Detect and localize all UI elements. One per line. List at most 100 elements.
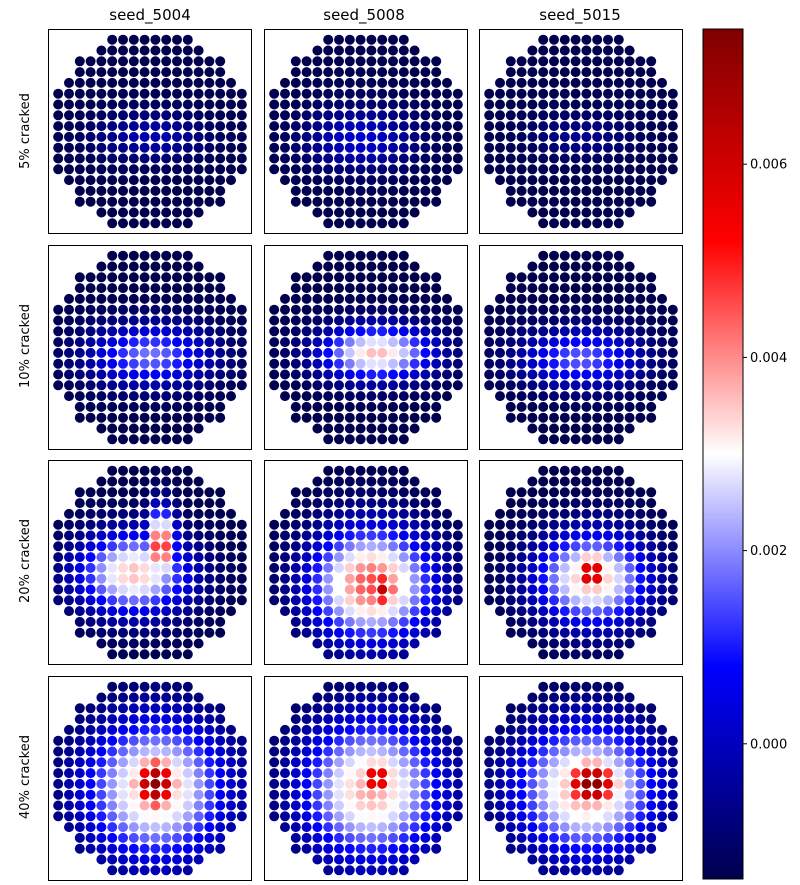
data-point (442, 519, 452, 530)
data-point (107, 250, 118, 261)
data-point (420, 88, 431, 99)
data-point (290, 77, 301, 88)
data-point (161, 854, 172, 865)
data-point (204, 724, 215, 735)
data-point (128, 56, 139, 67)
data-point (53, 552, 64, 563)
data-point (570, 218, 581, 229)
data-point (280, 800, 290, 811)
data-point (388, 638, 398, 649)
data-point (420, 337, 431, 348)
data-point (128, 412, 139, 423)
data-point (182, 822, 193, 833)
data-point (226, 800, 236, 811)
data-point (107, 207, 118, 218)
data-point (323, 401, 334, 412)
data-point (559, 261, 570, 272)
data-point (355, 99, 366, 110)
data-point (280, 530, 290, 541)
data-point (570, 854, 581, 865)
data-point (182, 768, 193, 779)
data-point (624, 207, 635, 218)
data-point (118, 110, 128, 121)
data-point (139, 714, 150, 725)
data-point (398, 649, 409, 660)
data-point (323, 703, 334, 714)
data-point (388, 584, 398, 595)
data-point (323, 164, 334, 175)
data-point (613, 99, 624, 110)
data-point (527, 800, 538, 811)
data-point (139, 595, 150, 606)
data-point (592, 714, 603, 725)
data-point (516, 283, 527, 294)
data-point (280, 369, 290, 380)
data-point (613, 822, 624, 833)
data-point (635, 768, 646, 779)
data-point (559, 347, 570, 358)
data-point (549, 337, 559, 348)
data-point (64, 380, 74, 391)
data-point (377, 401, 388, 412)
data-point (150, 822, 161, 833)
data-point (366, 131, 377, 142)
data-point (484, 562, 495, 573)
data-point (570, 573, 581, 584)
data-point (366, 56, 377, 67)
data-point (139, 110, 150, 121)
data-point (150, 627, 161, 638)
data-point (128, 519, 139, 530)
data-point (409, 304, 420, 315)
data-point (323, 649, 334, 660)
data-point (53, 88, 64, 99)
data-point (355, 465, 366, 476)
data-point (527, 757, 538, 768)
data-point (549, 498, 559, 509)
data-point (516, 121, 527, 132)
data-point (334, 88, 344, 99)
data-point (442, 315, 452, 326)
data-point (280, 293, 290, 304)
data-point (193, 541, 204, 552)
data-point (150, 185, 161, 196)
data-point (431, 315, 442, 326)
data-point (323, 369, 334, 380)
data-point (355, 250, 366, 261)
data-point (96, 638, 107, 649)
data-point (420, 283, 431, 294)
data-point (269, 337, 280, 348)
data-point (667, 552, 678, 563)
data-point (646, 519, 657, 530)
data-point (559, 530, 570, 541)
data-point (85, 304, 96, 315)
data-point (409, 358, 420, 369)
data-point (323, 153, 334, 164)
data-point (334, 175, 344, 186)
panel-1-3 (479, 29, 683, 234)
data-point (420, 541, 431, 552)
data-point (236, 562, 247, 573)
data-point (603, 714, 613, 725)
data-point (161, 77, 172, 88)
data-point (215, 56, 226, 67)
data-point (150, 131, 161, 142)
data-point (96, 88, 107, 99)
data-point (118, 175, 128, 186)
data-point (215, 326, 226, 337)
data-point (323, 714, 334, 725)
data-point (549, 185, 559, 196)
data-point (549, 822, 559, 833)
data-point (64, 724, 74, 735)
data-point (280, 811, 290, 822)
data-point (505, 735, 516, 746)
data-point (96, 412, 107, 423)
data-point (646, 337, 657, 348)
data-point (581, 358, 592, 369)
data-point (312, 768, 323, 779)
row-label: 20% cracked (18, 519, 33, 603)
data-point (355, 573, 366, 584)
data-point (301, 380, 312, 391)
data-point (549, 465, 559, 476)
data-point (516, 562, 527, 573)
data-point (323, 746, 334, 757)
